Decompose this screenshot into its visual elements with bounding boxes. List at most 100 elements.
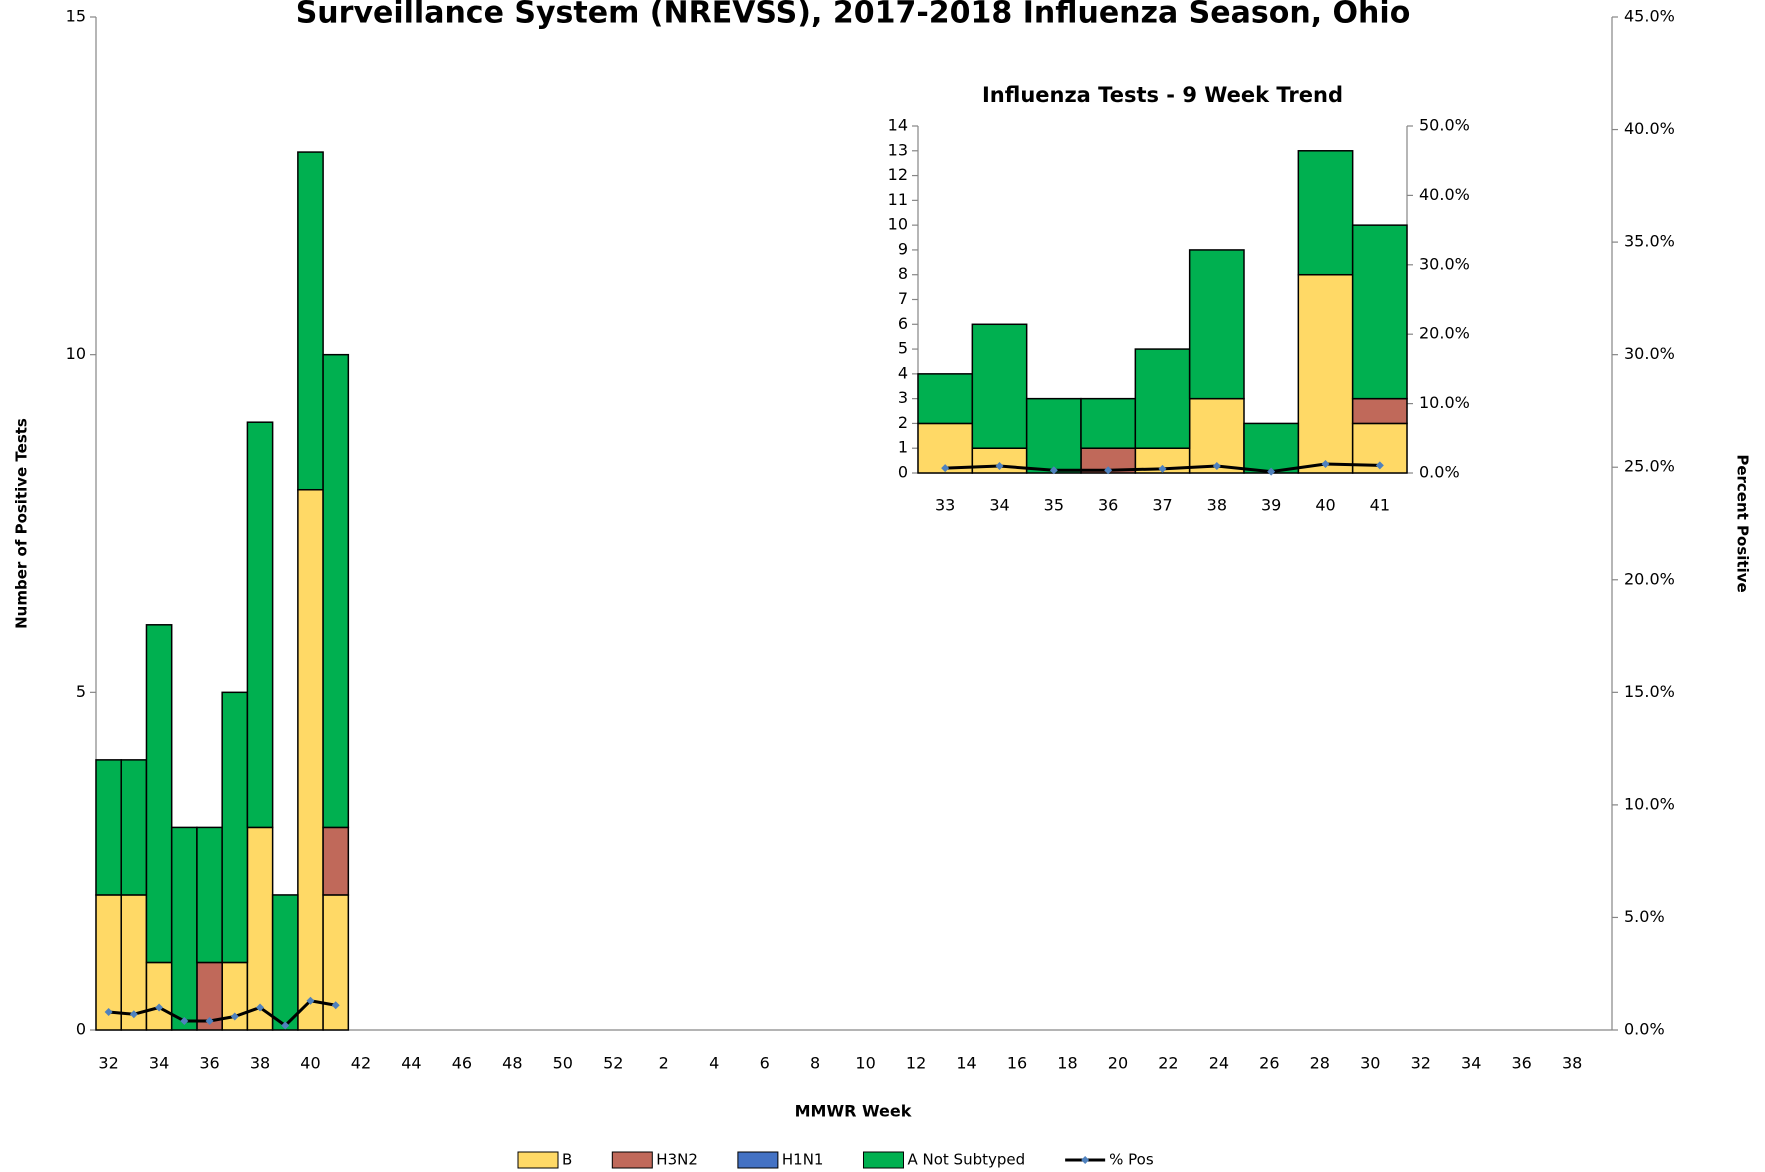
x-tick-label: 34 (1461, 1054, 1481, 1073)
line-marker (281, 1021, 290, 1030)
bar-segment (1351, 397, 1408, 425)
bar-segment (1188, 249, 1245, 400)
line-marker (129, 1010, 138, 1019)
y2-tick-label: 0.0% (1624, 1020, 1665, 1039)
x-tick-label: 38 (1207, 496, 1227, 515)
x-tick-label: 36 (199, 1054, 219, 1073)
bar-segment (1297, 273, 1354, 474)
line-marker (1267, 467, 1276, 476)
y-tick-label: 4 (898, 363, 908, 382)
bar-segment (120, 759, 148, 896)
legend-swatch (611, 1151, 653, 1169)
x-tick-label: 26 (1259, 1054, 1279, 1073)
x-tick-label: 44 (401, 1054, 421, 1073)
x-tick-label: 32 (98, 1054, 118, 1073)
bar-segment (246, 826, 274, 1031)
bar-segment (297, 151, 324, 491)
y-tick-label: 10 (888, 215, 908, 234)
y-tick-label: 5 (76, 682, 86, 701)
bar-segment (170, 826, 198, 1031)
y-tick-label: 1 (898, 438, 908, 457)
x-tick-label: 24 (1209, 1054, 1229, 1073)
y-tick-label: 12 (888, 165, 908, 184)
y2-tick-label: 40.0% (1419, 185, 1470, 204)
x-tick-label: 28 (1310, 1054, 1330, 1073)
x-tick-label: 30 (1360, 1054, 1380, 1073)
x-tick-label: 33 (935, 496, 955, 515)
x-tick-label: 38 (1562, 1054, 1582, 1073)
bar-segment (221, 691, 249, 964)
y2-tick-label: 30.0% (1624, 344, 1675, 363)
bar-segment (95, 759, 122, 896)
x-tick-label: 37 (1152, 496, 1172, 515)
x-tick-label: 35 (1044, 496, 1064, 515)
y2-tick-label: 15.0% (1624, 682, 1675, 701)
x-tick-label: 2 (659, 1054, 669, 1073)
line-marker (1158, 464, 1167, 473)
line (108, 999, 336, 1028)
y2-tick-label: 25.0% (1624, 457, 1675, 476)
legend-marker (1081, 1156, 1090, 1164)
y-tick-label: 9 (898, 239, 908, 258)
legend-swatch (737, 1151, 779, 1169)
x-tick-label: 10 (855, 1054, 875, 1073)
y-tick-label: 0 (76, 1020, 86, 1039)
y2-tick-label: 50.0% (1419, 116, 1470, 135)
chart-title: Surveillance System (NREVSS), 2017-2018 … (296, 0, 1411, 31)
line-marker (155, 1003, 164, 1012)
bar-segment (1243, 422, 1300, 474)
line-marker (104, 1007, 113, 1016)
bar-segment (145, 624, 173, 964)
x-tick-label: 36 (1098, 496, 1118, 515)
y-tick-label: 0 (898, 463, 908, 482)
y-tick-label: 11 (888, 190, 908, 209)
x-tick-label: 50 (553, 1054, 573, 1073)
y2-tick-label: 35.0% (1624, 232, 1675, 251)
bar-segment (297, 488, 324, 1031)
y-tick-label: 6 (898, 314, 908, 333)
x-tick-label: 22 (1158, 1054, 1178, 1073)
x-tick-label: 16 (1007, 1054, 1027, 1073)
line-marker (180, 1016, 189, 1025)
legend-swatch (517, 1151, 559, 1169)
line-marker (1049, 466, 1058, 475)
bar-segment (196, 826, 223, 964)
legend-label: % Pos (1109, 1151, 1154, 1169)
y-tick-label: 10 (66, 344, 86, 363)
bar-segment (322, 894, 350, 1031)
chart-title: Influenza Tests - 9 Week Trend (982, 83, 1343, 107)
line-marker (995, 462, 1004, 471)
bar-segment (95, 894, 122, 1031)
y2-tick-label: 40.0% (1624, 119, 1675, 138)
line-marker (941, 464, 950, 473)
line-marker (205, 1016, 214, 1025)
bar-segment (1188, 397, 1245, 474)
x-tick-label: 40 (300, 1054, 320, 1073)
x-tick-label: 14 (956, 1054, 976, 1073)
x-tick-label: 52 (603, 1054, 623, 1073)
line-marker (331, 1001, 340, 1010)
y2-tick-label: 10.0% (1624, 794, 1675, 813)
y-tick-label: 8 (898, 264, 908, 283)
line-marker (230, 1012, 239, 1021)
legend-label: A Not Subtyped (907, 1151, 1025, 1169)
bar-segment (120, 894, 148, 1031)
x-tick-label: 38 (250, 1054, 270, 1073)
line-marker (256, 1003, 265, 1012)
y-tick-label: 13 (888, 140, 908, 159)
bar-segment (322, 826, 350, 896)
bar-segment (145, 961, 173, 1031)
y2-tick-label: 20.0% (1624, 569, 1675, 588)
y-tick-label: 2 (898, 413, 908, 432)
x-tick-label: 42 (351, 1054, 371, 1073)
x-tick-label: 46 (452, 1054, 472, 1073)
line-marker (1375, 461, 1384, 470)
y-tick-label: 5 (898, 339, 908, 358)
y2-tick-label: 20.0% (1419, 324, 1470, 343)
line-marker (1104, 466, 1113, 475)
x-tick-label: 34 (989, 496, 1009, 515)
x-tick-label: 6 (760, 1054, 770, 1073)
y-tick-label: 3 (898, 388, 908, 407)
line-marker (306, 996, 315, 1005)
